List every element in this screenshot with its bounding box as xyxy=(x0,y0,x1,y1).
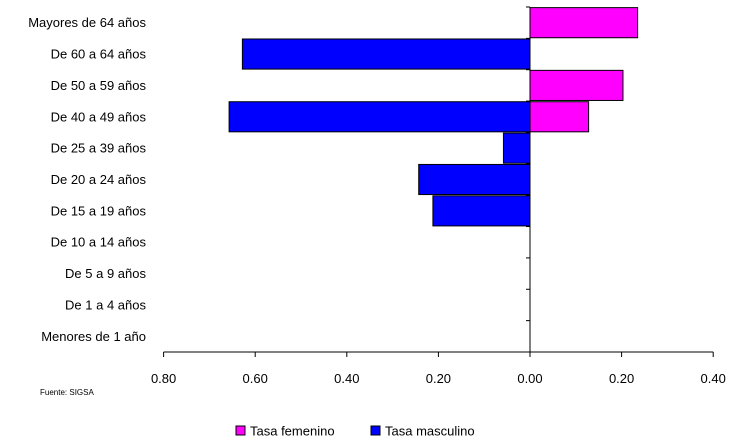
bars-layer xyxy=(228,7,639,227)
category-label: De 60 a 64 años xyxy=(51,47,147,62)
category-labels: Mayores de 64 años De 60 a 64 años De 50 a… xyxy=(28,15,146,344)
bar-tasa-masculino-de-20-a-24-anos xyxy=(418,163,531,196)
legend: Tasa femenino Tasa masculino xyxy=(235,424,475,439)
axes-layer xyxy=(163,6,714,357)
legend-label-tasa-femenino: Tasa femenino xyxy=(250,424,335,439)
category-label: Menores de 1 año xyxy=(41,329,146,344)
category-label: De 15 a 19 años xyxy=(51,203,147,218)
x-tick-label: 0.60 xyxy=(243,371,268,386)
source-note: Fuente: SIGSA xyxy=(40,388,94,397)
bar-tasa-femenino-de-40-a-49-anos xyxy=(529,101,590,133)
x-tick-label: 0.80 xyxy=(151,371,176,386)
category-label: Mayores de 64 años xyxy=(28,15,146,30)
x-tick-label: 0.20 xyxy=(426,371,451,386)
x-tick-label: 0.40 xyxy=(701,371,726,386)
legend-swatch-tasa-masculino xyxy=(370,425,381,436)
category-label: De 50 a 59 años xyxy=(51,78,147,93)
x-tick-labels: 0.80 0.60 0.40 0.20 0.00 0.20 0.40 xyxy=(151,371,726,386)
category-label: De 40 a 49 años xyxy=(51,109,147,124)
category-label: De 25 a 39 años xyxy=(51,141,147,156)
bar-tasa-femenino-mayores-de-64-anos xyxy=(529,7,639,39)
bar-tasa-masculino-de-40-a-49-anos xyxy=(228,101,531,133)
bar-tasa-femenino-de-50-a-59-anos xyxy=(529,69,624,101)
legend-swatch-tasa-femenino xyxy=(235,425,246,436)
category-label: De 5 a 9 años xyxy=(65,266,146,281)
x-tick-label: 0.40 xyxy=(334,371,359,386)
x-tick-label: 0.00 xyxy=(517,371,542,386)
category-label: De 10 a 14 años xyxy=(51,235,147,250)
legend-label-tasa-masculino: Tasa masculino xyxy=(385,424,475,439)
bar-tasa-masculino-de-60-a-64-anos xyxy=(241,38,531,70)
category-label: De 1 a 4 años xyxy=(65,297,146,312)
bar-tasa-masculino-de-15-a-19-anos xyxy=(432,195,531,227)
bar-tasa-masculino-de-25-a-39-anos xyxy=(502,132,531,164)
x-tick-label: 0.20 xyxy=(609,371,634,386)
category-label: De 20 a 24 años xyxy=(51,172,147,187)
